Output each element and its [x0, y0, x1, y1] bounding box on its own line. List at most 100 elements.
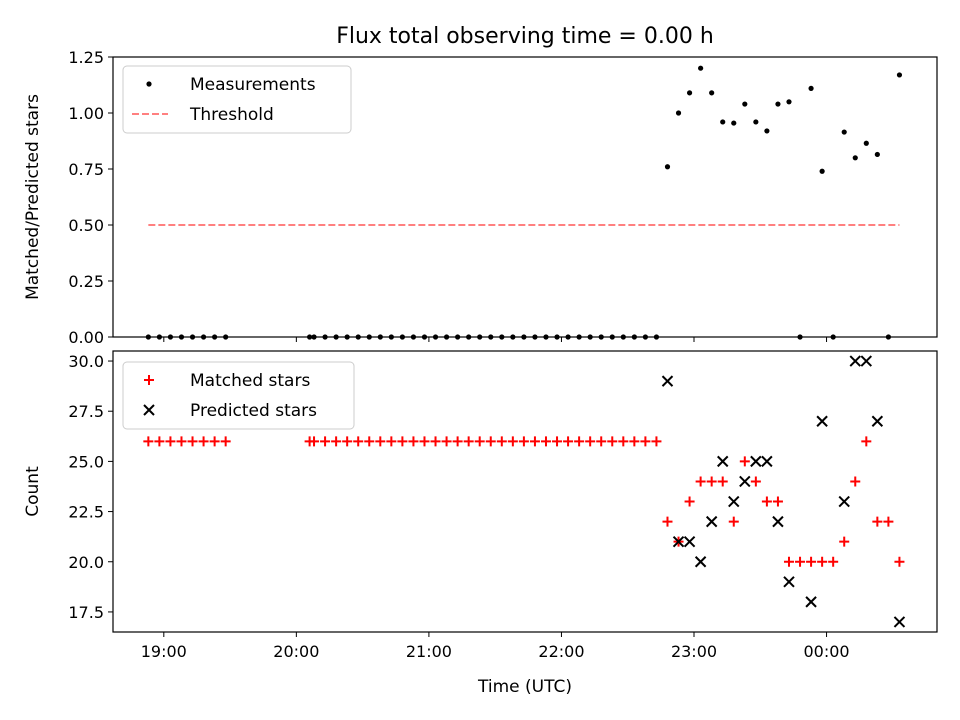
legend-swatch — [146, 81, 152, 87]
data-point — [872, 516, 883, 527]
y-tick-label: 22.5 — [68, 503, 104, 522]
data-point — [883, 516, 894, 527]
data-point — [828, 556, 839, 567]
data-point — [742, 101, 748, 107]
data-point — [731, 120, 737, 126]
y-tick-label: 25.0 — [68, 452, 104, 471]
data-point — [507, 436, 518, 447]
legend: Measurements Threshold — [122, 65, 352, 134]
data-point — [154, 436, 165, 447]
data-point — [706, 476, 717, 487]
data-point — [874, 151, 880, 158]
data-point — [838, 495, 850, 508]
data-point — [441, 436, 452, 447]
data-point — [783, 576, 795, 588]
data-point — [694, 556, 707, 568]
data-point — [430, 436, 441, 447]
data-point — [739, 475, 751, 488]
data-point — [397, 436, 408, 447]
x-tick-label: 21:00 — [406, 642, 452, 661]
legend-label: Measurements — [190, 75, 316, 95]
data-point — [808, 85, 814, 91]
data-point — [750, 476, 761, 487]
y-axis-label: Matched/Predicted stars — [23, 94, 43, 300]
data-point — [675, 110, 682, 116]
data-point — [686, 90, 693, 96]
data-point — [841, 129, 847, 135]
y-tick-label: 1.25 — [68, 48, 104, 67]
data-point — [894, 556, 905, 567]
data-point — [852, 155, 858, 161]
y-tick-label: 20.0 — [68, 553, 104, 572]
data-point — [893, 616, 906, 628]
data-point — [698, 65, 704, 71]
legend: Matched stars Predicted stars — [122, 361, 355, 430]
series-matched-stars — [143, 436, 905, 567]
data-point — [805, 596, 817, 608]
data-point — [683, 535, 696, 548]
data-point — [540, 436, 551, 447]
legend-swatch — [143, 404, 155, 416]
data-point — [709, 90, 715, 96]
data-point — [717, 476, 728, 487]
y-axis-label: Count — [23, 466, 43, 517]
data-point — [408, 436, 419, 447]
data-point — [761, 455, 773, 468]
data-point — [871, 415, 884, 427]
x-tick-label: 20:00 — [273, 642, 319, 661]
data-point — [860, 355, 873, 367]
data-point — [728, 495, 740, 508]
series-predicted-stars — [661, 355, 906, 628]
data-point — [386, 436, 397, 447]
data-point — [419, 436, 430, 447]
data-point — [342, 436, 353, 447]
data-point — [772, 496, 783, 507]
data-point — [364, 436, 375, 447]
data-point — [574, 436, 585, 447]
legend-box — [122, 361, 355, 430]
data-point — [795, 556, 806, 567]
data-point — [474, 436, 485, 447]
data-point — [585, 436, 596, 447]
data-point — [452, 436, 463, 447]
plot-frame — [112, 350, 938, 633]
data-point — [176, 436, 187, 447]
data-point — [684, 496, 695, 507]
data-point — [331, 436, 342, 447]
data-point — [198, 436, 209, 447]
y-tick-label: 0.00 — [68, 328, 104, 347]
data-point — [783, 556, 794, 567]
data-point — [309, 436, 320, 447]
data-point — [353, 436, 364, 447]
data-point — [720, 119, 726, 125]
data-point — [761, 496, 772, 507]
y-tick-label: 0.75 — [68, 160, 104, 179]
plot-frame — [112, 56, 938, 338]
x-tick-label: 19:00 — [141, 642, 187, 661]
data-point — [485, 436, 496, 447]
data-point — [772, 515, 784, 528]
data-point — [839, 536, 850, 547]
data-point — [596, 436, 607, 447]
data-point — [518, 436, 529, 447]
data-point — [806, 556, 817, 567]
data-point — [775, 101, 781, 107]
data-point — [651, 436, 662, 447]
legend-label: Matched stars — [190, 371, 310, 391]
data-point — [607, 436, 618, 447]
data-point — [187, 436, 198, 447]
x-tick-label: 23:00 — [671, 642, 717, 661]
data-point — [728, 516, 739, 527]
y-tick-label: 30.0 — [68, 352, 104, 371]
data-point — [705, 515, 718, 528]
data-point — [165, 436, 176, 447]
data-point — [662, 516, 673, 527]
data-point — [816, 415, 828, 427]
legend-box — [122, 65, 352, 134]
data-point — [209, 436, 220, 447]
data-point — [786, 99, 792, 105]
data-point — [661, 375, 674, 387]
data-point — [563, 436, 574, 447]
data-point — [817, 556, 828, 567]
